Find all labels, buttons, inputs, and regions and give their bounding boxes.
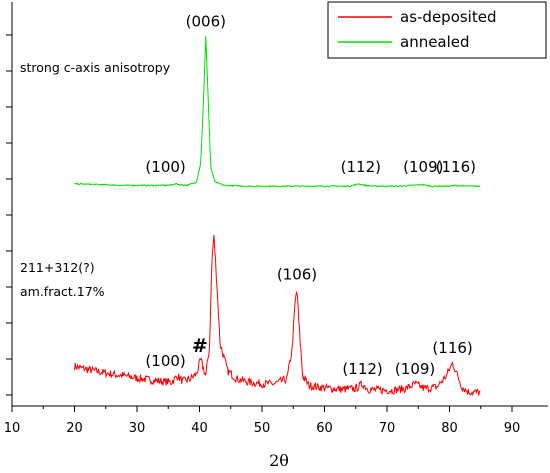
peak-annotations: (006)(100) (112) (109)(116)(106)(100) (112)… — [145, 13, 476, 378]
peak-label: (106) — [277, 265, 317, 283]
peak-label: (006) — [186, 13, 226, 31]
peak-label: (112) — [341, 158, 381, 176]
peak-label: (100) — [145, 158, 185, 176]
x-tick-label: 20 — [66, 421, 83, 436]
legend: as-deposited annealed — [327, 1, 547, 59]
x-axis-label: 2θ — [269, 451, 289, 470]
x-tick-label: 10 — [4, 421, 21, 436]
y-axis-ticks — [6, 34, 12, 396]
legend-label-annealed: annealed — [400, 33, 470, 51]
deposited-note-fraction: am.fract.17% — [20, 284, 105, 299]
x-tick-label: 40 — [191, 421, 208, 436]
legend-box — [327, 1, 547, 59]
x-tick-label: 80 — [441, 421, 458, 436]
x-tick-label: 60 — [316, 421, 333, 436]
x-axis-ticks: 10 20 30 40 50 60 70 80 90 — [4, 406, 521, 436]
x-tick-label: 30 — [129, 421, 146, 436]
series-line-as-deposited — [74, 234, 481, 397]
peak-label: (116) — [432, 339, 472, 357]
legend-label-as-deposited: as-deposited — [400, 8, 496, 26]
series-line-annealed — [74, 36, 481, 188]
x-tick-label: 70 — [379, 421, 396, 436]
peak-label: (116) — [436, 158, 476, 176]
peak-label: (100) — [145, 352, 185, 370]
deposited-note-phase: 211+312(?) — [20, 260, 95, 275]
series-layer — [74, 36, 481, 397]
annealed-note: strong c-axis anisotropy — [20, 60, 171, 75]
peak-label: (109) — [395, 360, 435, 378]
x-tick-label: 50 — [254, 421, 271, 436]
peak-label: (109) — [403, 158, 443, 176]
impurity-marker: # — [192, 335, 208, 357]
peak-label: (112) — [342, 360, 382, 378]
x-tick-label: 90 — [504, 421, 521, 436]
